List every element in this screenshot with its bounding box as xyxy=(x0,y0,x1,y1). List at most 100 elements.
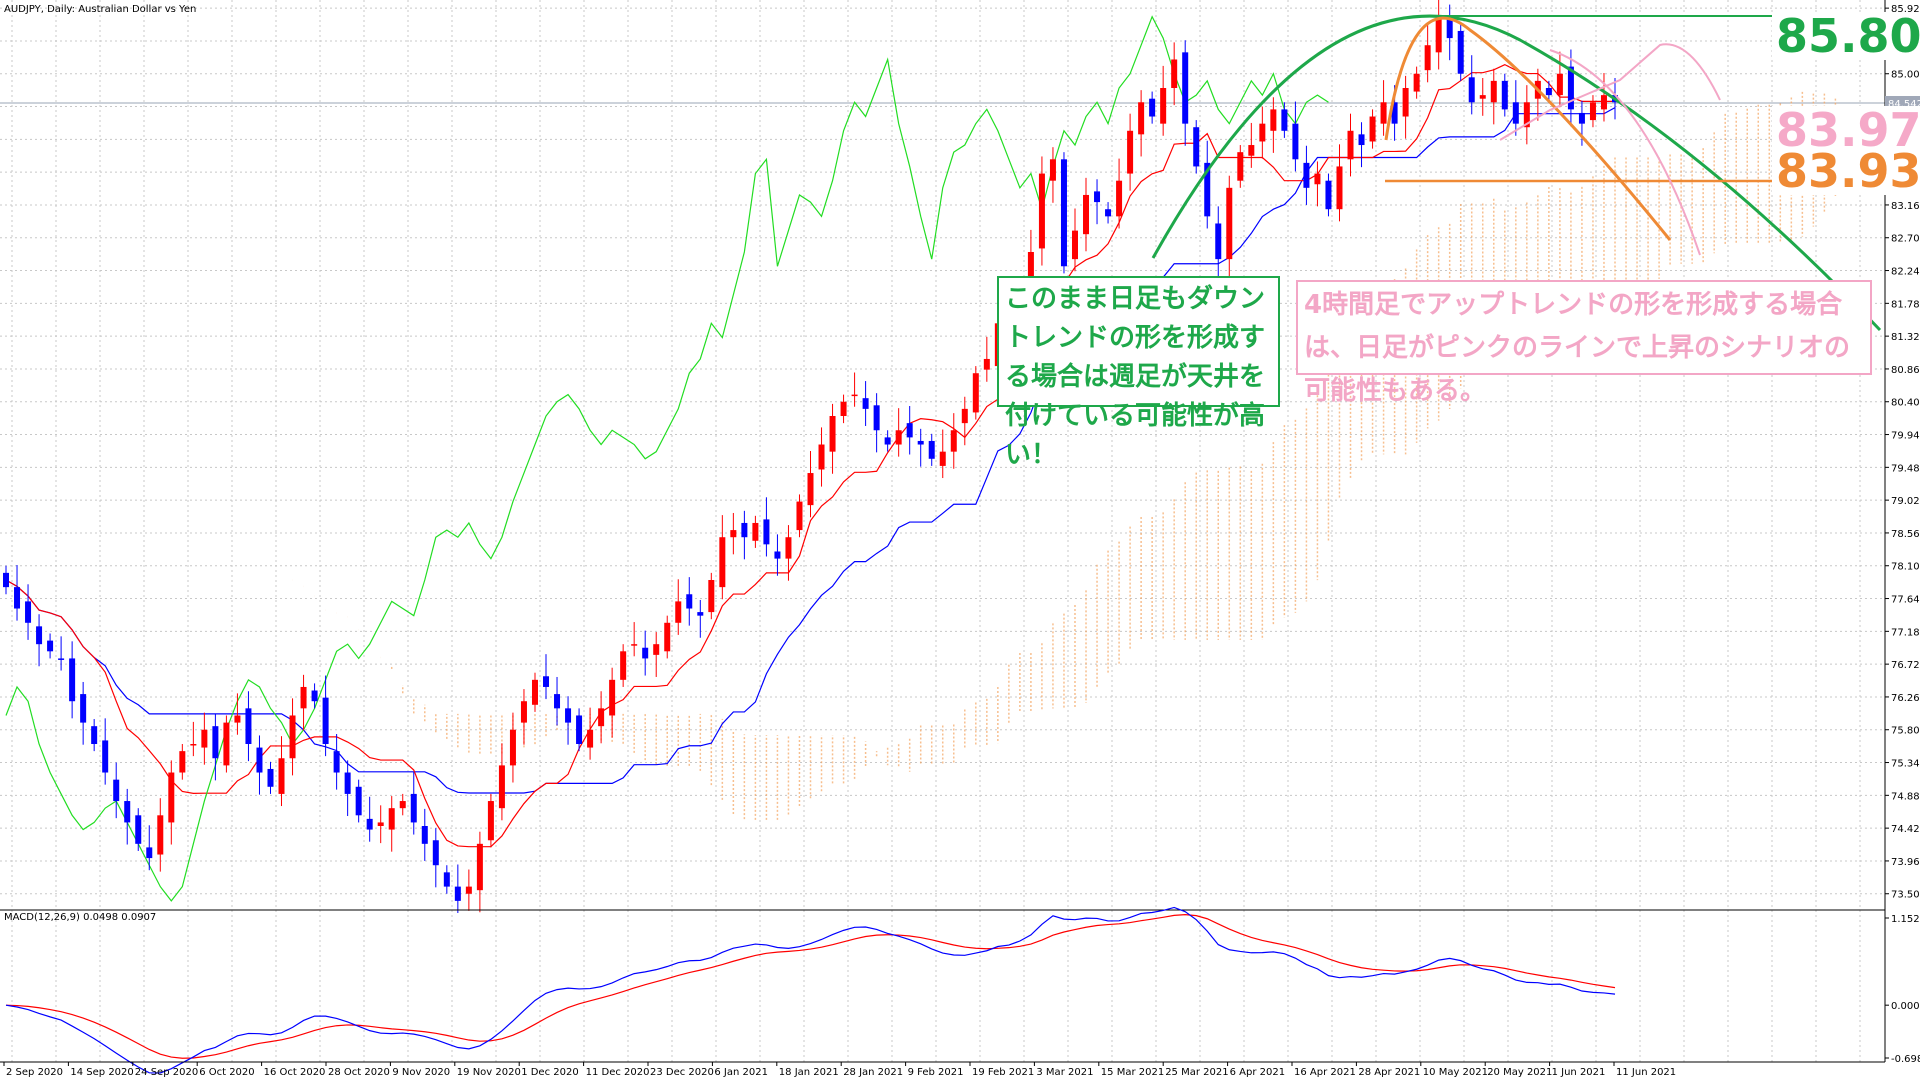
axis-tick-label: 82.700 xyxy=(1891,234,1920,245)
axis-tick-label: 73.500 xyxy=(1891,890,1920,901)
candle-body xyxy=(587,729,594,748)
date-tick-label: 2 Sep 2020 xyxy=(6,1067,63,1078)
candle-body xyxy=(1281,109,1288,131)
date-tick-label: 9 Nov 2020 xyxy=(392,1067,450,1078)
candle-body xyxy=(80,694,87,723)
axis-tick-label: 75.340 xyxy=(1891,759,1920,770)
candle-body xyxy=(1358,134,1365,146)
candle-body xyxy=(300,686,307,709)
candle-body xyxy=(1303,162,1310,188)
candle-body xyxy=(3,572,9,588)
date-tick-label: 1 Jun 2021 xyxy=(1552,1067,1606,1078)
candle-body xyxy=(1083,194,1090,235)
candle-body xyxy=(840,401,847,416)
candle-body xyxy=(91,726,98,744)
date-tick-label: 11 Dec 2020 xyxy=(586,1067,650,1078)
candle-body xyxy=(631,644,638,646)
candle-body xyxy=(774,551,781,559)
candle-body xyxy=(1259,123,1266,142)
candle-body xyxy=(906,423,913,438)
date-tick-label: 14 Sep 2020 xyxy=(70,1067,133,1078)
candle-body xyxy=(1226,187,1233,260)
candle-body xyxy=(476,843,483,891)
candles xyxy=(3,0,1618,913)
candle-body xyxy=(565,708,572,723)
candle-body xyxy=(609,679,616,716)
candle-body xyxy=(598,708,605,727)
candle-body xyxy=(862,398,869,409)
candle-body xyxy=(432,840,439,866)
candle-body xyxy=(1215,223,1222,260)
candle-body xyxy=(454,886,461,901)
date-tick-label: 6 Oct 2020 xyxy=(199,1067,254,1078)
candle-body xyxy=(1071,230,1078,260)
candle-body xyxy=(509,729,516,766)
axis-tick-label: 82.240 xyxy=(1891,267,1920,278)
date-tick-label: 19 Nov 2020 xyxy=(457,1067,521,1078)
candle-body xyxy=(520,701,527,723)
pink-annotation: 4時間足でアップトレンドの形を形成する場合は、日足がピンクのラインで上昇のシナリ… xyxy=(1296,280,1872,406)
candle-body xyxy=(223,722,230,766)
candle-body xyxy=(58,658,65,660)
date-tick-label: 10 May 2021 xyxy=(1423,1067,1488,1078)
candle-body xyxy=(1237,152,1244,181)
candle-body xyxy=(388,808,395,830)
date-tick-label: 16 Oct 2020 xyxy=(264,1067,326,1078)
current-price-label: 84.542 xyxy=(1888,99,1920,110)
candle-body xyxy=(983,358,990,370)
candle-body xyxy=(884,437,891,445)
candle-body xyxy=(1094,191,1101,203)
green-arc xyxy=(1151,14,1882,332)
candle-body xyxy=(653,644,660,655)
candle-body xyxy=(1105,209,1112,217)
macd-panel: 1.1528 0.0000 -0.6985 xyxy=(0,906,1920,1074)
candle-body xyxy=(311,690,318,702)
candle-body xyxy=(895,430,902,445)
date-tick-label: 1 Dec 2020 xyxy=(521,1067,579,1078)
candle-body xyxy=(1049,159,1056,181)
candle-body xyxy=(719,537,726,588)
macd-line xyxy=(5,906,1616,1074)
axis-tick-label: 85.000 xyxy=(1891,70,1920,81)
candle-body xyxy=(873,405,880,431)
pink-down-line xyxy=(1549,49,1701,256)
candle-body xyxy=(1446,16,1453,39)
candle-body xyxy=(179,751,186,773)
candle-body xyxy=(1435,16,1442,53)
axis-tick-label: 77.640 xyxy=(1891,595,1920,606)
axis-tick-label: 81.780 xyxy=(1891,299,1920,310)
candle-body xyxy=(620,651,627,680)
candle-body xyxy=(190,744,197,746)
axis-tick-label: 79.480 xyxy=(1891,463,1920,474)
macd-axis-label: -0.6985 xyxy=(1891,1054,1920,1065)
date-tick-label: 15 Mar 2021 xyxy=(1101,1067,1164,1078)
axis-tick-label: 75.800 xyxy=(1891,726,1920,737)
axis-tick-label: 76.720 xyxy=(1891,660,1920,671)
axis-tick-label: 79.940 xyxy=(1891,431,1920,442)
candle-body xyxy=(267,768,274,787)
candle-body xyxy=(421,826,428,844)
axis-tick-label: 74.880 xyxy=(1891,791,1920,802)
macd-axis-label: 1.1528 xyxy=(1891,914,1920,925)
candle-body xyxy=(708,580,715,613)
candle-body xyxy=(135,815,142,844)
candle-body xyxy=(829,416,836,452)
candle-body xyxy=(917,440,924,445)
candle-body xyxy=(642,647,649,659)
axis-tick-label: 73.960 xyxy=(1891,857,1920,868)
date-tick-label: 16 Apr 2021 xyxy=(1294,1067,1356,1078)
candle-body xyxy=(1038,173,1045,249)
candle-body xyxy=(928,440,935,459)
price-label-green: 85.80 xyxy=(1772,12,1920,60)
candle-body xyxy=(1270,109,1277,131)
axis-tick-label: 78.560 xyxy=(1891,529,1920,540)
macd-signal-line xyxy=(5,914,1616,1059)
candle-body xyxy=(113,779,120,802)
date-tick-label: 24 Sep 2020 xyxy=(135,1067,198,1078)
date-tick-label: 28 Jan 2021 xyxy=(843,1067,903,1078)
orange-arc xyxy=(1384,16,1672,241)
date-axis: 2 Sep 2020 14 Sep 2020 24 Sep 2020 6 Oct 20… xyxy=(0,1061,1885,1078)
candle-body xyxy=(47,640,54,652)
date-tick-label: 25 Mar 2021 xyxy=(1165,1067,1228,1078)
